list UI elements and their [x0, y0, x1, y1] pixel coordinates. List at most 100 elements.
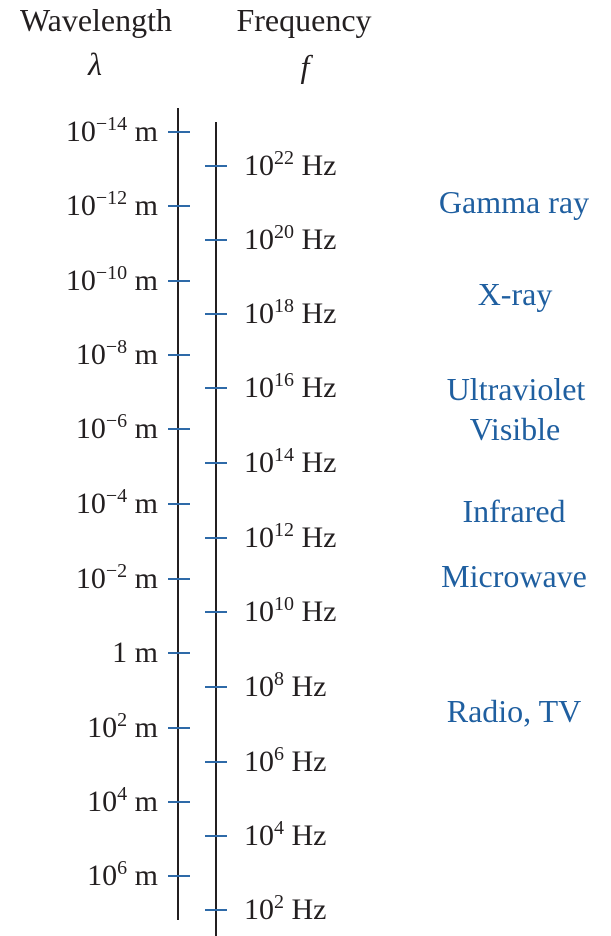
wavelength-label-unit: m: [127, 412, 158, 445]
frequency-label-unit: Hz: [284, 670, 327, 703]
frequency-label: 1016 Hz: [244, 370, 337, 404]
wavelength-label-unit: m: [127, 562, 158, 595]
band-radio-tv: Radio, TV: [446, 693, 582, 729]
frequency-label: 102 Hz: [244, 892, 327, 926]
frequency-label-unit: Hz: [294, 446, 337, 479]
wavelength-label-base: 10: [75, 562, 106, 595]
wavelength-label-exponent: −8: [105, 336, 128, 358]
wavelength-label-exponent: −10: [95, 262, 128, 284]
frequency-label: 1012 Hz: [244, 520, 337, 554]
frequency-label: 1014 Hz: [244, 445, 337, 479]
frequency-tick: [205, 909, 227, 911]
frequency-label-base: 10: [244, 521, 274, 554]
wavelength-label: 104 m: [87, 784, 158, 818]
frequency-symbol: f: [300, 48, 310, 84]
wavelength-label: 1 m: [112, 638, 158, 668]
frequency-label-unit: Hz: [294, 297, 337, 330]
wavelength-label-unit: m: [127, 338, 158, 371]
frequency-label-unit: Hz: [294, 371, 337, 404]
frequency-tick: [205, 761, 227, 763]
wavelength-label-base: 10: [75, 487, 106, 520]
frequency-label-exponent: 2: [274, 891, 284, 913]
wavelength-label: 106 m: [87, 858, 158, 892]
wavelength-tick: [168, 801, 190, 803]
band-ultraviolet: Ultraviolet: [446, 371, 586, 407]
wavelength-label-base: 10: [75, 412, 106, 445]
wavelength-label-exponent: −6: [105, 410, 128, 432]
wavelength-tick: [168, 578, 190, 580]
wavelength-header: Wavelength: [19, 2, 173, 38]
frequency-tick: [205, 239, 227, 241]
wavelength-label-base: 10: [87, 711, 118, 744]
wavelength-label-exponent: −14: [95, 113, 128, 135]
frequency-label-base: 10: [244, 670, 274, 703]
wavelength-label-base: 10: [65, 115, 96, 148]
frequency-label-exponent: 18: [274, 295, 294, 317]
wavelength-label-base: 10: [65, 189, 96, 222]
wavelength-tick: [168, 503, 190, 505]
band-visible: Visible: [469, 411, 561, 447]
frequency-label-base: 10: [244, 149, 274, 182]
frequency-label-exponent: 6: [274, 743, 284, 765]
wavelength-label-unit: m: [127, 859, 158, 892]
wavelength-label: 10−2 m: [75, 561, 158, 595]
frequency-label: 1018 Hz: [244, 296, 337, 330]
frequency-label-base: 10: [244, 297, 274, 330]
wavelength-label-base: 10: [75, 338, 106, 371]
wavelength-label-exponent: −2: [105, 560, 128, 582]
frequency-tick: [205, 462, 227, 464]
frequency-label-unit: Hz: [294, 223, 337, 256]
wavelength-label-base: 1: [112, 636, 128, 669]
wavelength-label: 10−4 m: [75, 486, 158, 520]
frequency-label-unit: Hz: [294, 595, 337, 628]
frequency-tick: [205, 537, 227, 539]
frequency-label: 1020 Hz: [244, 222, 337, 256]
wavelength-label-exponent: 6: [117, 857, 128, 879]
frequency-label-unit: Hz: [284, 745, 327, 778]
frequency-tick: [205, 165, 227, 167]
frequency-label-exponent: 10: [274, 593, 294, 615]
wavelength-tick: [168, 875, 190, 877]
band-infrared: Infrared: [462, 493, 566, 529]
frequency-label-unit: Hz: [294, 149, 337, 182]
wavelength-symbol: λ: [88, 46, 102, 82]
frequency-label-unit: Hz: [294, 521, 337, 554]
band-microwave: Microwave: [441, 558, 587, 594]
frequency-label-exponent: 16: [274, 369, 294, 391]
frequency-axis: [215, 122, 217, 936]
wavelength-label-base: 10: [87, 785, 118, 818]
wavelength-tick: [168, 727, 190, 729]
frequency-label-unit: Hz: [284, 819, 327, 852]
frequency-label-base: 10: [244, 371, 274, 404]
frequency-tick: [205, 611, 227, 613]
frequency-label: 108 Hz: [244, 669, 327, 703]
frequency-label-exponent: 4: [274, 817, 284, 839]
frequency-label: 1010 Hz: [244, 594, 337, 628]
frequency-tick: [205, 387, 227, 389]
wavelength-label-base: 10: [65, 264, 96, 297]
frequency-label-base: 10: [244, 223, 274, 256]
wavelength-label: 10−14 m: [65, 114, 158, 148]
wavelength-label-exponent: 4: [117, 783, 128, 805]
wavelength-label: 102 m: [87, 710, 158, 744]
wavelength-label-exponent: −4: [105, 485, 128, 507]
wavelength-tick: [168, 131, 190, 133]
wavelength-axis: [177, 108, 179, 920]
frequency-header: Frequency: [236, 2, 372, 38]
frequency-label-exponent: 20: [274, 221, 294, 243]
wavelength-label-base: 10: [87, 859, 118, 892]
wavelength-label: 10−6 m: [75, 411, 158, 445]
wavelength-tick: [168, 205, 190, 207]
wavelength-label-unit: m: [127, 189, 158, 222]
wavelength-label-unit: m: [127, 487, 158, 520]
band-x-ray: X-ray: [477, 276, 553, 312]
frequency-label-base: 10: [244, 893, 274, 926]
wavelength-tick: [168, 280, 190, 282]
frequency-tick: [205, 686, 227, 688]
wavelength-tick: [168, 354, 190, 356]
frequency-tick: [205, 835, 227, 837]
frequency-label: 104 Hz: [244, 818, 327, 852]
wavelength-tick: [168, 428, 190, 430]
frequency-label-base: 10: [244, 819, 274, 852]
frequency-label-unit: Hz: [284, 893, 327, 926]
